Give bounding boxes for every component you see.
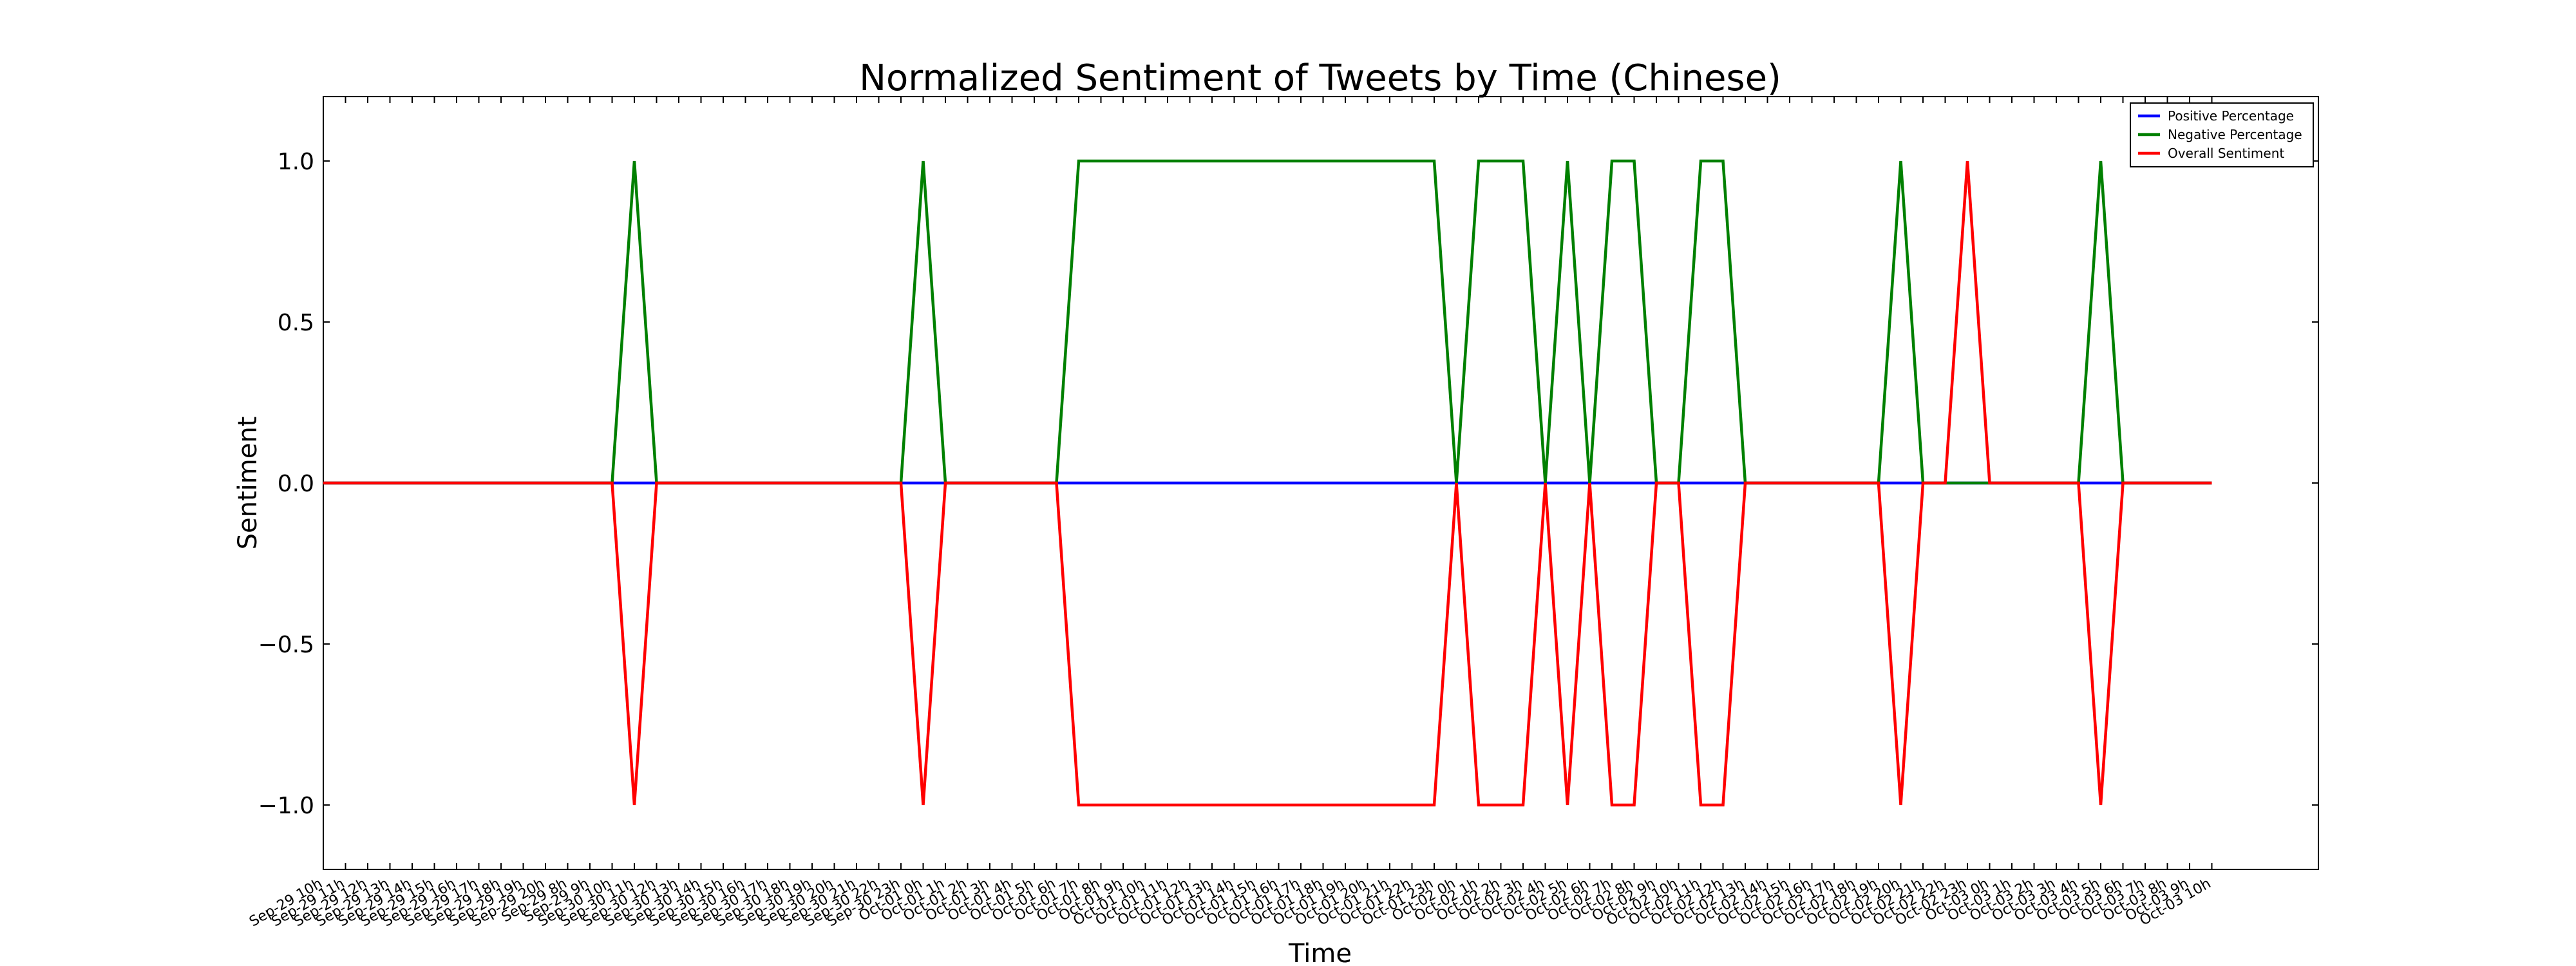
series-line-overall-sentiment [323, 160, 2212, 807]
y-tick-label: 1.0 [278, 149, 314, 175]
y-tick-label: −0.5 [258, 632, 314, 658]
y-tick-label: 0.5 [278, 310, 314, 336]
y-axis-label: Sentiment [233, 417, 263, 550]
legend-entry: Positive Percentage [2168, 108, 2294, 124]
x-axis-label: Time [1288, 939, 1352, 966]
y-tick-label: 0.0 [278, 471, 314, 497]
legend: Positive Percentage Negative Percentage Ov… [2130, 102, 2314, 167]
chart-title: Normalized Sentiment of Tweets by Time (… [859, 57, 1781, 99]
legend-entry: Overall Sentiment [2168, 146, 2284, 161]
legend-box [2130, 102, 2314, 167]
y-tick-label: −1.0 [258, 793, 314, 819]
y-axis-ticks: −1.0 −0.5 0.0 0.5 1.0 [258, 149, 2318, 819]
legend-entry: Negative Percentage [2168, 127, 2302, 142]
series-lines [323, 159, 2212, 807]
series-line-negative-percentage [323, 159, 2212, 485]
